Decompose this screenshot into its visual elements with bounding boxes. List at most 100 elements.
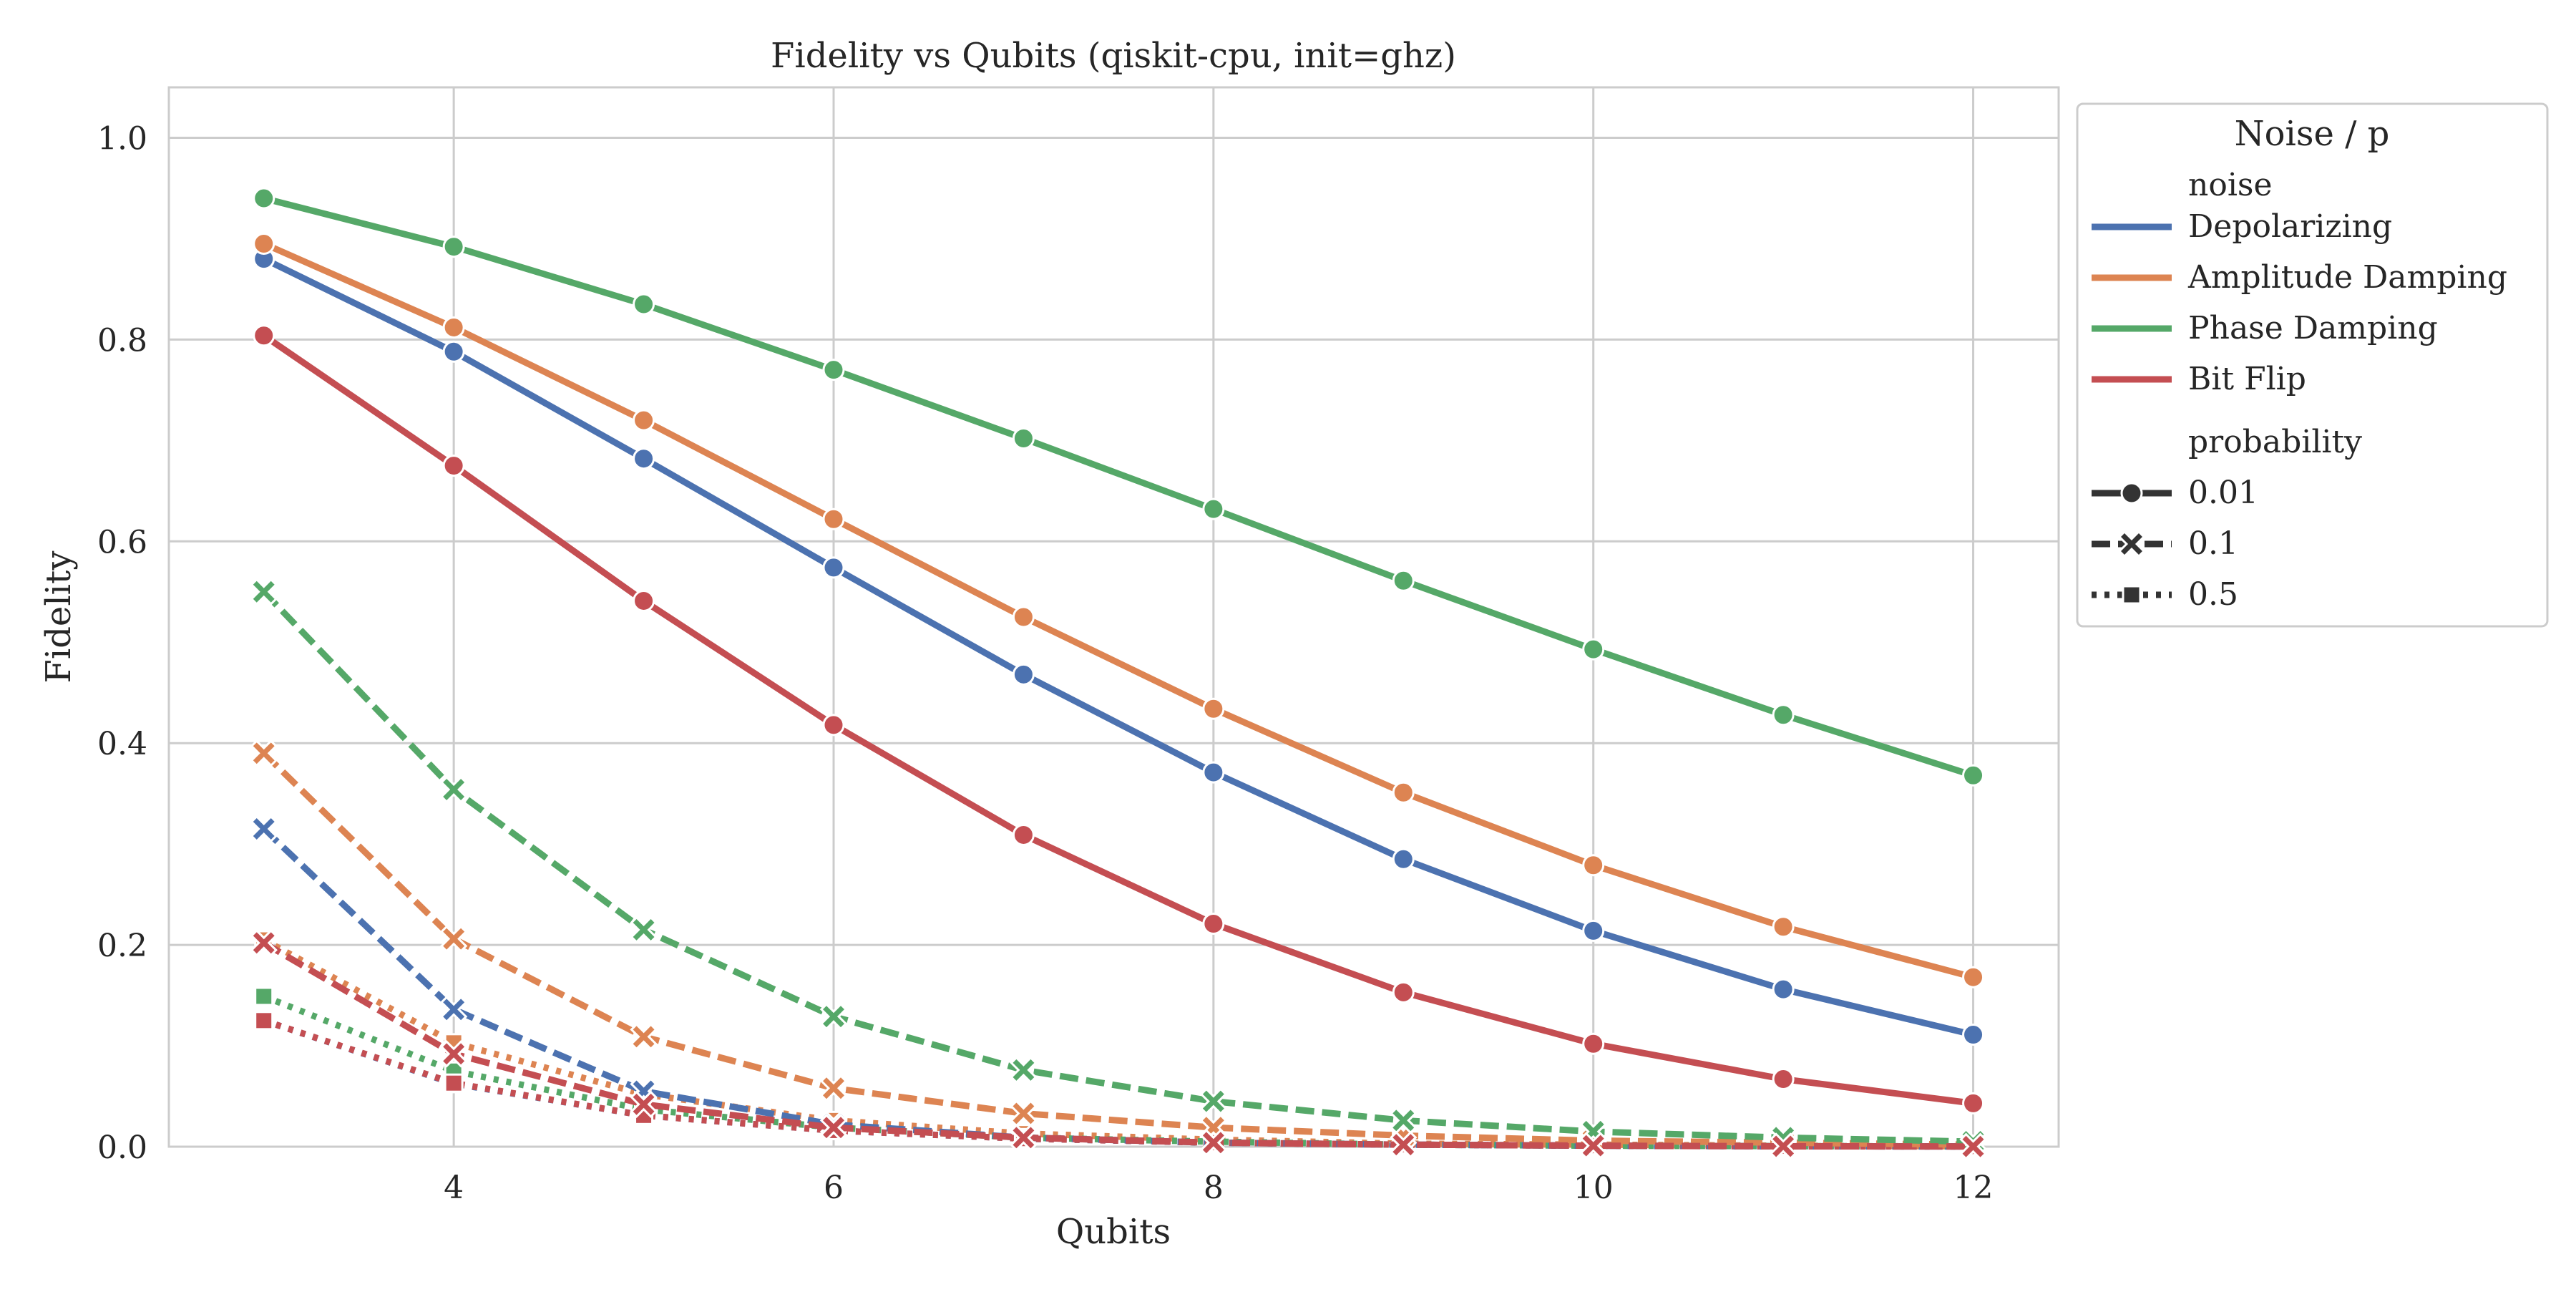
legend-item-amplitude-damping: Amplitude Damping (2092, 259, 2507, 296)
data-point (822, 359, 845, 382)
data-point (822, 507, 845, 530)
data-point (1390, 1107, 1418, 1135)
series-line (261, 589, 1974, 1145)
legend-label: 0.01 (2188, 475, 2258, 511)
data-point (250, 815, 278, 843)
data-point (250, 739, 278, 767)
y-tick-label: 0.4 (97, 726, 147, 762)
legend-marker (2122, 585, 2142, 605)
data-point (819, 1114, 848, 1142)
series-layer (250, 187, 1987, 1160)
legend-label: Bit Flip (2188, 361, 2306, 397)
data-point (1390, 1130, 1418, 1159)
x-tick-label: 12 (1953, 1170, 1994, 1206)
series-line (262, 333, 1974, 1107)
data-point (442, 235, 465, 258)
data-point (1202, 497, 1225, 520)
data-point (1392, 781, 1415, 804)
data-point (633, 589, 655, 612)
data-point (253, 187, 275, 210)
data-point (1392, 847, 1415, 870)
data-point (1012, 427, 1035, 450)
data-point (254, 1011, 274, 1031)
series-bit-flip-p0_1 (250, 929, 1987, 1160)
series-phase-damping-p0_1 (250, 578, 1987, 1156)
data-point (633, 447, 655, 470)
data-point (1199, 1129, 1228, 1157)
legend-item-p0_1: 0.1 (2092, 525, 2238, 562)
series-line (263, 993, 1974, 1150)
y-tick-label: 0.6 (97, 524, 147, 560)
y-tick-label: 0.2 (97, 928, 147, 964)
data-point (439, 996, 468, 1024)
data-point (1392, 569, 1415, 592)
legend-label: Depolarizing (2188, 208, 2392, 245)
data-point (1769, 1132, 1797, 1160)
legend-style-title: probability (2188, 424, 2362, 460)
legend-label: 0.1 (2188, 525, 2238, 562)
data-point (819, 1074, 848, 1102)
data-point (630, 1090, 658, 1118)
data-point (1392, 981, 1415, 1004)
x-tick-label: 8 (1204, 1170, 1224, 1206)
data-point (1012, 663, 1035, 686)
data-point (1199, 1087, 1228, 1115)
data-point (1010, 1124, 1038, 1152)
data-point (822, 556, 845, 579)
series-depolarizing-p0_01 (253, 248, 1985, 1046)
data-point (1582, 919, 1605, 942)
data-point (442, 455, 465, 477)
data-point (1582, 1032, 1605, 1055)
data-point (253, 232, 275, 255)
y-axis-label: Fidelity (39, 551, 79, 684)
data-point (1202, 697, 1225, 720)
series-amplitude-damping-p0_01 (253, 232, 1985, 989)
data-point (819, 1002, 848, 1031)
y-tick-label: 0.8 (97, 322, 147, 359)
legend-hue-items: Depolarizing Amplitude Damping Phase Dampi… (2092, 208, 2507, 397)
series-line (263, 1017, 1974, 1150)
data-point (1579, 1132, 1607, 1160)
data-point (1582, 854, 1605, 877)
data-point (1772, 915, 1795, 938)
legend-item-bit-flip: Bit Flip (2092, 361, 2306, 397)
data-point (1202, 761, 1225, 784)
data-point (439, 775, 468, 804)
y-tick-label: 1.0 (97, 120, 147, 157)
series-line (262, 241, 1974, 981)
data-point (1010, 1056, 1038, 1084)
legend-title: Noise / p (2235, 114, 2390, 154)
data-point (250, 578, 278, 606)
data-point (1202, 912, 1225, 935)
legend-hue-title: noise (2188, 167, 2273, 203)
legend-label: 0.5 (2188, 576, 2238, 613)
plot-frame (167, 86, 2060, 1148)
data-point (1962, 1092, 1985, 1114)
legend-item-p0_01: 0.01 (2092, 475, 2258, 511)
legend-item-p0_5: 0.5 (2092, 576, 2238, 613)
data-point (444, 1073, 464, 1093)
data-point (630, 915, 658, 944)
series-bit-flip-p0_01 (253, 324, 1985, 1114)
axis-layer: 4 6 8 10 12 0.0 0.2 0.4 0.6 0.8 1.0 (97, 120, 1994, 1206)
legend-label: Amplitude Damping (2187, 259, 2507, 296)
data-point (1962, 1024, 1985, 1046)
data-point (1772, 1068, 1795, 1091)
chart-title: Fidelity vs Qubits (qiskit-cpu, init=ghz… (771, 36, 1456, 76)
legend-label: Phase Damping (2188, 310, 2438, 346)
series-depolarizing-p0_1 (250, 815, 1987, 1160)
legend-marker (2120, 482, 2143, 505)
data-point (630, 1023, 658, 1051)
data-point (1772, 978, 1795, 1001)
y-tick-label: 0.0 (97, 1130, 147, 1166)
legend-style-items: 0.01 0.1 0.5 (2092, 475, 2258, 613)
legend: Noise / p noise Depolarizing Amplitude Da… (2076, 102, 2549, 628)
data-point (1010, 1099, 1038, 1127)
data-point (439, 925, 468, 953)
legend-marker (2117, 530, 2146, 558)
series-line (263, 195, 1974, 779)
series-line (262, 256, 1974, 1038)
data-point (253, 324, 275, 347)
